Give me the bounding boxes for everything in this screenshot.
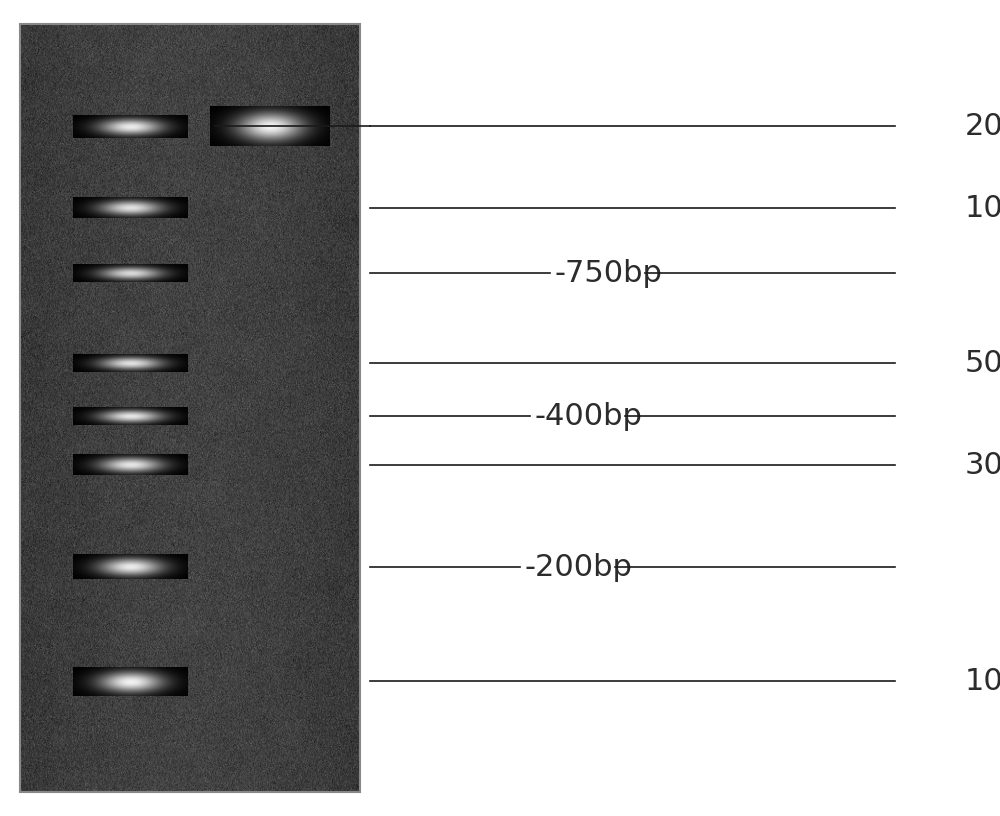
Text: -750bp: -750bp bbox=[555, 259, 663, 288]
Text: 1000bp: 1000bp bbox=[965, 193, 1000, 223]
Text: -200bp: -200bp bbox=[525, 552, 633, 582]
Text: 300bp: 300bp bbox=[965, 450, 1000, 480]
Text: -400bp: -400bp bbox=[535, 401, 643, 431]
Text: 100bp: 100bp bbox=[965, 667, 1000, 696]
Text: 2000bp: 2000bp bbox=[965, 112, 1000, 141]
Text: 500bp: 500bp bbox=[965, 348, 1000, 378]
Bar bbox=[20, 24, 360, 792]
